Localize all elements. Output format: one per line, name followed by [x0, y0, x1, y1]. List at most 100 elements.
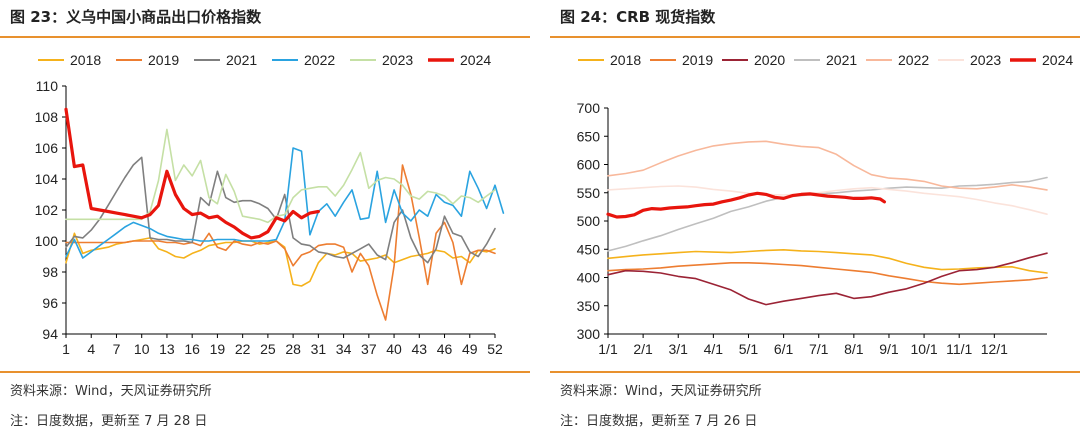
update-note: 注：日度数据，更新至 7 月 26 日	[560, 414, 758, 429]
x-tick-label: 49	[462, 341, 478, 357]
x-tick-label: 40	[386, 341, 402, 357]
y-tick-label: 500	[577, 213, 601, 229]
legend-label: 2024	[460, 52, 491, 68]
source-divider	[550, 371, 1080, 373]
series-line-2018	[607, 249, 1048, 274]
source-note: 资料来源：Wind，天风证券研究所	[560, 384, 762, 399]
x-tick-label: 3/1	[669, 341, 689, 357]
y-tick-label: 350	[577, 298, 601, 314]
x-tick-label: 11/1	[946, 341, 972, 357]
right-figure-panel: 图 24：CRB 现货指数 2018 2019 2020 2021 2022 2023 20…	[550, 0, 1080, 431]
title-divider	[550, 36, 1080, 38]
chart-legend: 2018 2019 2021 2022 2023 2024	[38, 52, 491, 68]
legend-label: 2018	[610, 52, 641, 68]
legend-label: 2019	[682, 52, 713, 68]
series-line-2023	[65, 128, 496, 224]
x-tick-label: 34	[336, 341, 352, 357]
legend-label: 2018	[70, 52, 101, 68]
update-note: 注：日度数据，更新至 7 月 28 日	[10, 414, 208, 429]
y-tick-label: 108	[35, 109, 59, 125]
y-tick-label: 700	[577, 100, 601, 116]
y-tick-label: 400	[577, 270, 601, 286]
figure-title: 图 23：义乌中国小商品出口价格指数	[10, 8, 262, 26]
legend-item-2021: 2021	[794, 52, 857, 68]
legend-label: 2022	[304, 52, 335, 68]
series-line-2024	[64, 107, 320, 240]
legend-item-2018: 2018	[38, 52, 101, 68]
legend-item-2019: 2019	[650, 52, 713, 68]
source-divider	[0, 371, 530, 373]
x-tick-label: 4/1	[704, 341, 724, 357]
x-tick-label: 7	[113, 341, 121, 357]
series-line-2019	[65, 164, 496, 321]
x-tick-label: 37	[361, 341, 377, 357]
series-line-2023	[607, 185, 1048, 215]
x-tick-label: 10/1	[910, 341, 937, 357]
source-note: 资料来源：Wind，天风证券研究所	[10, 384, 212, 399]
x-tick-label: 31	[311, 341, 327, 357]
x-tick-label: 1/1	[598, 341, 618, 357]
x-tick-label: 28	[285, 341, 301, 357]
x-tick-label: 5/1	[739, 341, 759, 357]
y-tick-label: 650	[577, 128, 601, 144]
legend-item-2018: 2018	[578, 52, 641, 68]
x-tick-label: 6/1	[774, 341, 794, 357]
y-tick-label: 94	[42, 326, 58, 342]
x-tick-label: 16	[184, 341, 200, 357]
legend-item-2022: 2022	[272, 52, 335, 68]
series-line-2024	[606, 191, 886, 219]
x-tick-label: 12/1	[981, 341, 1008, 357]
legend-label: 2021	[826, 52, 857, 68]
y-tick-label: 98	[42, 264, 58, 280]
legend-item-2020: 2020	[722, 52, 785, 68]
y-tick-label: 102	[35, 202, 59, 218]
y-tick-label: 450	[577, 241, 601, 257]
x-tick-label: 1	[62, 341, 70, 357]
legend-item-2024: 2024	[1010, 52, 1073, 68]
series-line-2020	[607, 252, 1048, 306]
x-tick-label: 8/1	[844, 341, 864, 357]
legend-label: 2022	[898, 52, 929, 68]
legend-label: 2023	[970, 52, 1001, 68]
x-tick-label: 46	[437, 341, 453, 357]
x-tick-label: 25	[260, 341, 276, 357]
y-tick-label: 104	[35, 171, 59, 187]
x-tick-label: 13	[159, 341, 175, 357]
y-tick-label: 100	[35, 233, 59, 249]
left-figure-panel: 图 23：义乌中国小商品出口价格指数 2018 2019 2021 2022 2023 2…	[0, 0, 530, 431]
x-tick-label: 52	[487, 341, 503, 357]
series-line-2021	[65, 156, 496, 264]
x-tick-label: 2/1	[633, 341, 653, 357]
legend-item-2019: 2019	[116, 52, 179, 68]
y-tick-label: 96	[42, 295, 58, 311]
legend-label: 2020	[754, 52, 785, 68]
x-tick-label: 19	[210, 341, 226, 357]
legend-label: 2023	[382, 52, 413, 68]
x-tick-label: 7/1	[809, 341, 829, 357]
legend-item-2023: 2023	[350, 52, 413, 68]
legend-item-2023: 2023	[938, 52, 1001, 68]
x-tick-label: 22	[235, 341, 251, 357]
y-tick-label: 550	[577, 185, 601, 201]
series-line-2019	[607, 262, 1048, 286]
y-tick-label: 106	[35, 140, 59, 156]
legend-label: 2024	[1042, 52, 1073, 68]
x-tick-label: 4	[87, 341, 95, 357]
crb-spot-index-chart: 2018 2019 2020 2021 2022 2023 2024 300 350 400 450…	[577, 52, 1074, 357]
x-tick-label: 9/1	[879, 341, 899, 357]
y-tick-label: 300	[577, 326, 601, 342]
legend-item-2024: 2024	[428, 52, 491, 68]
yiwu-export-price-index-chart: 2018 2019 2021 2022 2023 20249496981001021041…	[35, 52, 505, 357]
series-line-2021	[607, 176, 1048, 252]
chart-legend: 2018 2019 2020 2021 2022 2023 2024	[578, 52, 1073, 68]
y-tick-label: 110	[36, 78, 59, 94]
x-tick-label: 10	[134, 341, 150, 357]
legend-item-2021: 2021	[194, 52, 257, 68]
x-tick-label: 43	[412, 341, 428, 357]
y-tick-label: 600	[577, 157, 601, 173]
figure-title: 图 24：CRB 现货指数	[560, 8, 716, 26]
legend-label: 2021	[226, 52, 257, 68]
series-line-2022	[607, 140, 1048, 191]
legend-item-2022: 2022	[866, 52, 929, 68]
legend-label: 2019	[148, 52, 179, 68]
